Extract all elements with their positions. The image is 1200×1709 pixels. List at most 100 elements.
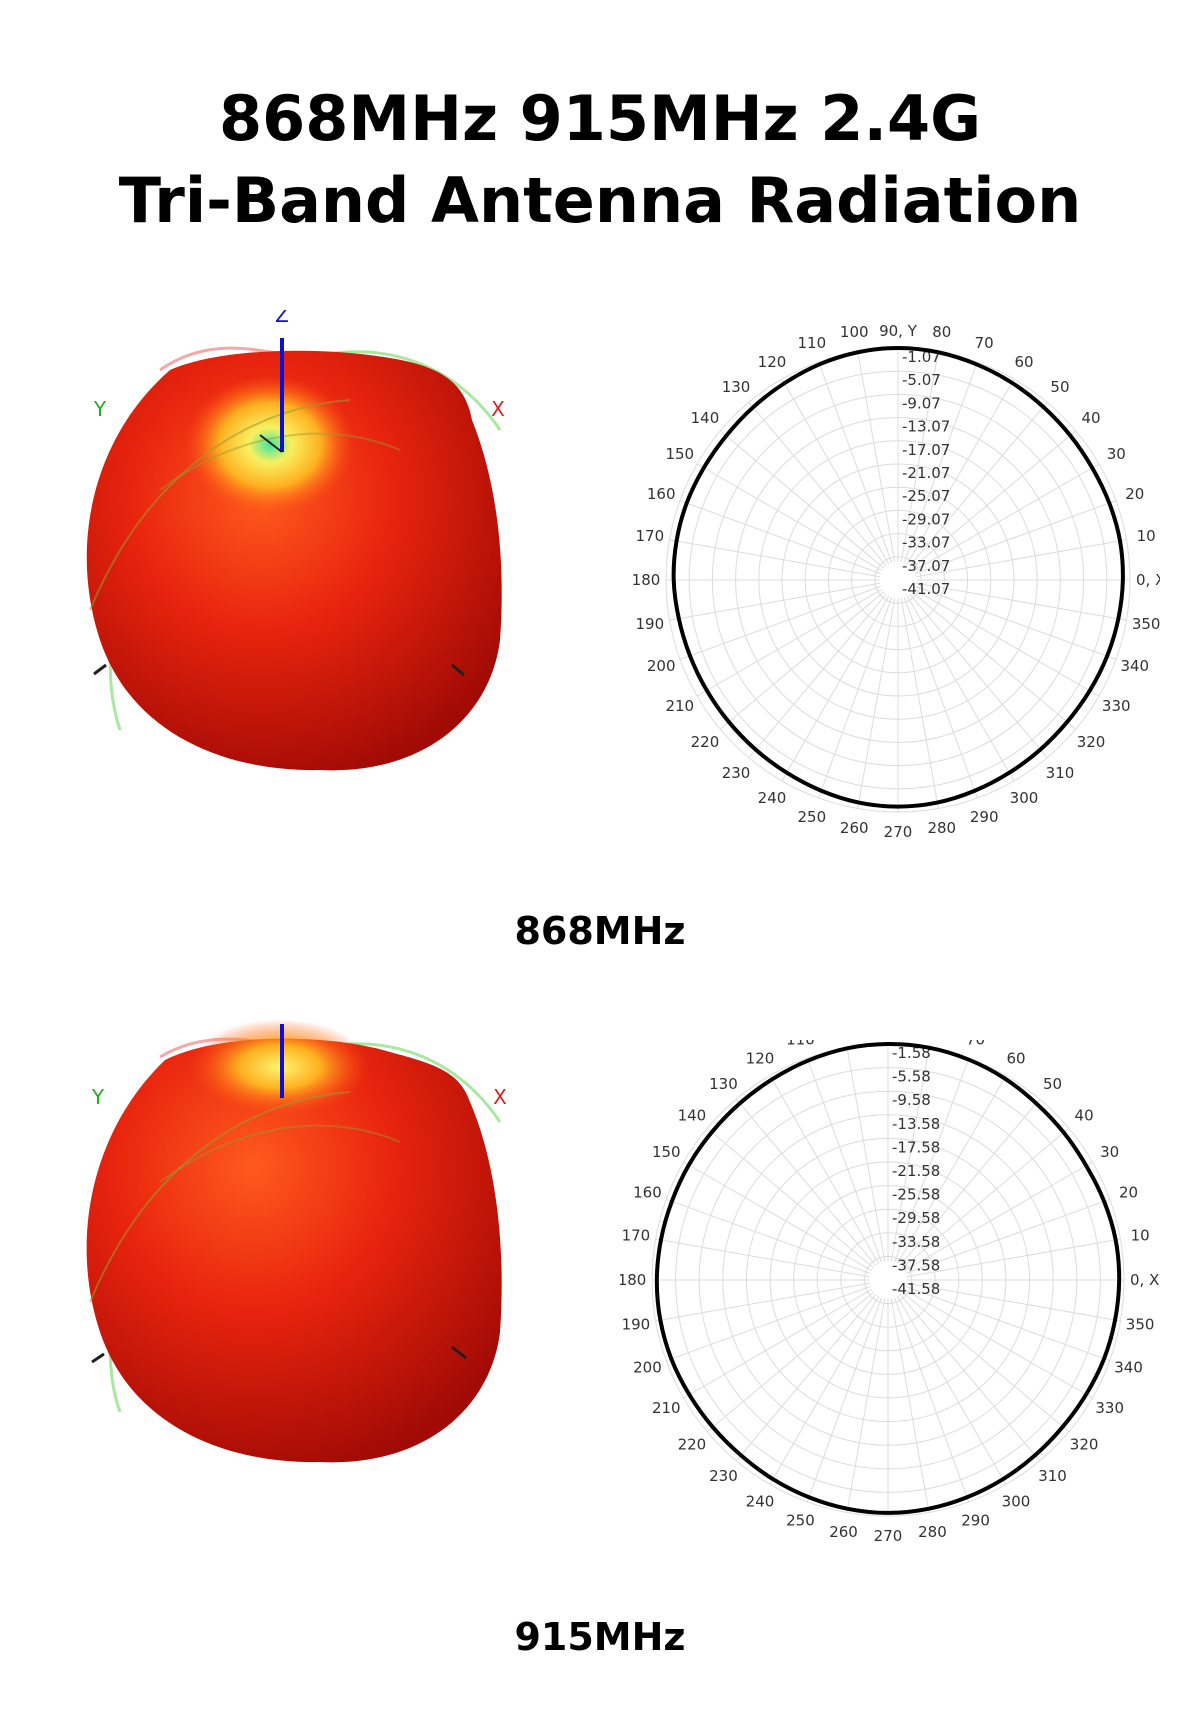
polar-grid-spoke: [846, 1298, 886, 1513]
y-axis-label: Y: [93, 397, 107, 421]
polar-angle-label: 20: [1125, 485, 1144, 503]
polar-grid-spoke: [916, 582, 1127, 621]
polar-angle-label: 140: [678, 1106, 707, 1124]
polar-grid-spoke: [655, 1282, 870, 1322]
polar-grid-spoke: [911, 591, 1077, 730]
polar-chart-915: 0, X102030405060708090, Y100110120130140…: [620, 1040, 1159, 1545]
polar-grid-spoke: [781, 378, 890, 565]
polar-grid-spoke: [909, 593, 1048, 759]
polar-angle-label: 200: [633, 1359, 662, 1377]
caption-915: 915MHz: [514, 1615, 686, 1659]
polar-grid-spoke: [900, 598, 939, 809]
polar-angle-label: 120: [746, 1049, 775, 1067]
polar-angle-label: 30: [1107, 445, 1126, 463]
polar-angle-label: 110: [797, 334, 826, 352]
polar-angle-label: 240: [758, 789, 787, 807]
polar-grid-spoke: [806, 1058, 883, 1263]
polar-angle-label: 280: [927, 819, 956, 837]
polar-angle-label: 350: [1126, 1315, 1155, 1333]
polar-angle-label: 300: [1010, 789, 1039, 807]
polar-angle-label: 200: [647, 657, 676, 675]
polar-angle-label: 50: [1043, 1075, 1062, 1093]
polar-grid-spoke: [893, 1297, 970, 1502]
polar-angle-label: 60: [1014, 353, 1033, 371]
polar-angle-label: 110: [786, 1040, 815, 1048]
polar-radial-label: -37.58: [892, 1256, 940, 1274]
polar-angle-label: 180: [632, 571, 661, 589]
polar-radial-label: -41.07: [902, 580, 950, 598]
polar-radial-label: -9.07: [902, 394, 941, 412]
polar-angle-label: 330: [1102, 697, 1131, 715]
polar-radial-label: -13.07: [902, 418, 950, 436]
polar-grid-spoke: [818, 597, 893, 799]
polar-grid-spoke: [735, 1294, 877, 1462]
polar-radial-label: -29.58: [892, 1209, 940, 1227]
caption-868: 868MHz: [514, 909, 686, 953]
polar-grid-spoke: [911, 430, 1077, 569]
polar-grid-spoke: [696, 588, 883, 697]
polar-angle-label: 130: [709, 1075, 738, 1093]
polar-grid-spoke: [683, 1161, 872, 1271]
polar-grid-spoke: [669, 539, 880, 578]
polar-grid-spoke: [913, 588, 1100, 697]
polar-grid-spoke: [818, 361, 893, 563]
polar-radial-label: -17.58: [892, 1138, 940, 1156]
radiation-3d-pattern-868: Z Y X: [86, 310, 505, 771]
polar-angle-label: 290: [970, 808, 999, 826]
polar-angle-label: 60: [1006, 1049, 1025, 1067]
polar-grid-spoke: [890, 1298, 930, 1513]
polar-grid-spoke: [904, 1289, 1093, 1399]
polar-angle-label: 250: [786, 1512, 815, 1530]
polar-angle-label: 280: [918, 1523, 947, 1541]
polar-angle-label: 120: [758, 353, 787, 371]
polar-radial-label: -13.58: [892, 1115, 940, 1133]
polar-angle-label: 150: [665, 445, 694, 463]
polar-radial-label: -17.07: [902, 441, 950, 459]
polar-grid-spoke: [679, 500, 881, 575]
polar-radial-label: -21.58: [892, 1162, 940, 1180]
polar-grid-spoke: [748, 401, 887, 567]
polar-angle-label: 100: [840, 323, 869, 341]
polar-radial-label: -9.58: [892, 1091, 931, 1109]
polar-grid-spoke: [909, 401, 1048, 567]
polar-radial-label: -25.58: [892, 1186, 940, 1204]
polar-grid-spoke: [769, 1075, 879, 1264]
polar-angle-label: 10: [1137, 527, 1156, 545]
radiation-3d-pattern-915: Z Y X: [86, 1012, 507, 1463]
polar-angle-label: 0, X: [1136, 571, 1160, 589]
page-title-line2: Tri-Band Antenna Radiation: [118, 164, 1082, 237]
z-axis-label: Z: [275, 310, 289, 327]
radiation-hotspot: [185, 375, 355, 515]
polar-angle-label: 160: [633, 1183, 662, 1201]
polar-angle-label: 70: [966, 1040, 985, 1048]
polar-angle-label: 40: [1081, 409, 1100, 427]
polar-angle-label: 190: [622, 1315, 651, 1333]
z-axis-label: Z: [275, 1012, 289, 1015]
polar-angle-label: 30: [1100, 1143, 1119, 1161]
y-axis-label: Y: [91, 1085, 105, 1109]
polar-radial-label: -41.58: [892, 1280, 940, 1298]
polar-angle-label: 320: [1070, 1436, 1099, 1454]
polar-grid-spoke: [706, 1127, 874, 1269]
polar-grid-spoke: [683, 1289, 872, 1399]
page-title-line1: 868MHz 915MHz 2.4G: [218, 82, 982, 155]
polar-angle-label: 270: [884, 823, 913, 841]
polar-grid-spoke: [899, 1294, 1041, 1462]
polar-grid-spoke: [781, 595, 890, 782]
polar-angle-label: 290: [961, 1512, 990, 1530]
polar-grid-spoke: [655, 1238, 870, 1278]
polar-angle-label: 0, X: [1130, 1271, 1159, 1289]
polar-grid-spoke: [913, 463, 1100, 572]
polar-angle-label: 320: [1077, 733, 1106, 751]
polar-angle-label: 250: [797, 808, 826, 826]
x-axis-label: X: [491, 397, 505, 421]
polar-grid-spoke: [897, 1075, 1007, 1264]
polar-grid-spoke: [893, 1058, 970, 1263]
polar-angle-label: 230: [722, 764, 751, 782]
polar-angle-label: 130: [722, 378, 751, 396]
polar-grid-spoke: [903, 361, 978, 563]
polar-grid-spoke: [906, 1238, 1121, 1278]
polar-angle-label: 240: [746, 1493, 775, 1511]
polar-angle-label: 170: [622, 1227, 651, 1245]
polar-angle-label: 260: [840, 819, 869, 837]
